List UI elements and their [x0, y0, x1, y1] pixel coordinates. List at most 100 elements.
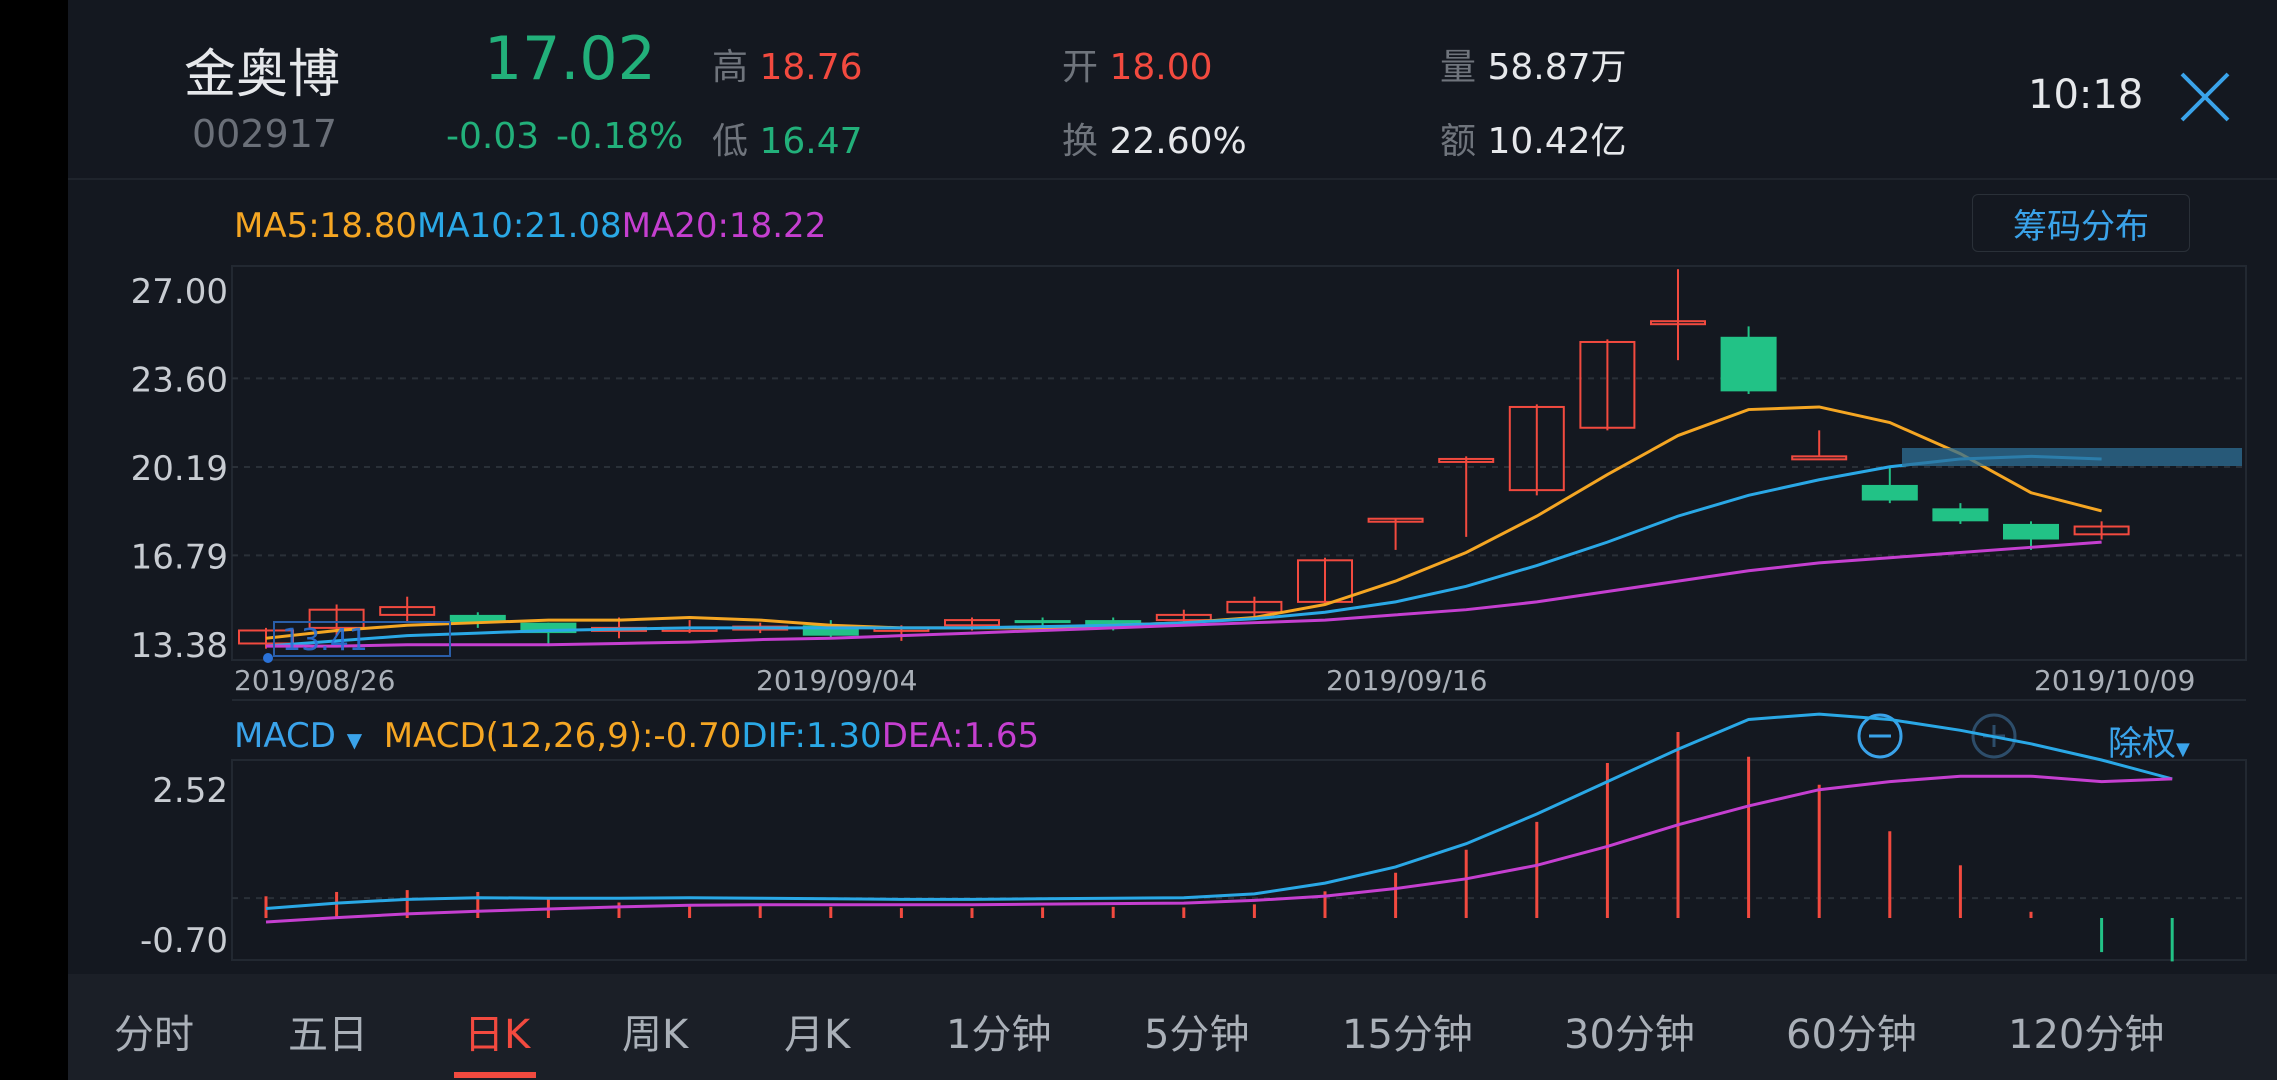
macd-plot-frame: [231, 759, 2247, 961]
amount-stat: 额 10.42亿: [1440, 112, 1627, 164]
zoom-out-button[interactable]: [1856, 712, 1904, 760]
amount-value: 10.42亿: [1487, 121, 1627, 162]
macd-y-tick-label: -0.70: [140, 921, 228, 961]
candle-body: [238, 629, 294, 645]
candle-body: [1720, 336, 1777, 392]
low-label: 低: [712, 121, 749, 162]
current-price-band: [1902, 448, 2242, 466]
candle-body: [1014, 620, 1071, 624]
tab-daily-k[interactable]: 日K: [464, 1012, 531, 1058]
kline-x-tick-label: 2019/10/09: [2034, 664, 2195, 697]
low-stat: 低 16.47: [712, 112, 863, 164]
volume-value: 58.87万: [1487, 47, 1627, 88]
candle-body: [1579, 340, 1636, 429]
close-button[interactable]: [2178, 70, 2232, 124]
indicator-selector-label: MACD: [234, 716, 336, 756]
candle-body: [1932, 508, 1989, 522]
tab-five-day[interactable]: 五日: [288, 1012, 368, 1058]
chip-distribution-button[interactable]: 筹码分布: [1972, 194, 2190, 252]
price-change: -0.03: [446, 116, 540, 157]
candle: [520, 622, 577, 647]
candle-body: [1650, 320, 1706, 326]
candle: [1367, 517, 1424, 550]
open-value: 18.00: [1109, 47, 1213, 88]
candle-body: [379, 606, 436, 616]
candle-body: [1297, 559, 1353, 603]
tab-fenshi[interactable]: 分时: [114, 1012, 194, 1058]
header-divider: [68, 178, 2277, 180]
tab-monthly-k[interactable]: 月K: [784, 1012, 851, 1058]
candle: [1438, 456, 1495, 537]
candle-body: [1155, 613, 1212, 622]
amount-label: 额: [1440, 121, 1477, 162]
candle: [2003, 521, 2059, 550]
candle: [1297, 557, 1353, 605]
candle: [1155, 609, 1212, 623]
ma5-line: [265, 405, 2102, 640]
stock-code: 002917: [192, 112, 338, 156]
candle: [379, 596, 436, 623]
ma20-legend: MA20:18.22: [621, 206, 827, 246]
low-marker-dot: [263, 653, 273, 663]
close-icon: [2180, 72, 2230, 122]
candle: [2073, 521, 2130, 540]
active-tab-indicator: [454, 1072, 536, 1078]
tab-30min[interactable]: 30分钟: [1564, 1012, 1695, 1058]
ma10-line: [265, 454, 2102, 648]
candle-body: [1085, 620, 1142, 626]
candle: [1932, 503, 1989, 524]
kline-app: 金奥博 002917 17.02 -0.03 -0.18% 高 18.76 低 …: [68, 0, 2277, 1080]
kline-plot-frame: [231, 265, 2247, 661]
turnover-value: 22.60%: [1109, 121, 1247, 162]
candle: [1791, 430, 1848, 461]
kline-y-tick-label: 23.60: [131, 360, 228, 400]
dea-value: DEA:1.65: [881, 716, 1040, 756]
candle-body: [2073, 525, 2130, 536]
tab-60min[interactable]: 60分钟: [1786, 1012, 1917, 1058]
open-stat: 开 18.00: [1062, 38, 1213, 90]
tab-15min[interactable]: 15分钟: [1342, 1012, 1473, 1058]
tab-1min[interactable]: 1分钟: [946, 1012, 1052, 1058]
current-price: 17.02: [484, 24, 656, 94]
caret-down-icon: ▼: [2176, 739, 2190, 760]
zoom-out-icon: [1857, 713, 1903, 759]
candle-body: [944, 619, 1000, 627]
kline-y-tick-label: 13.38: [131, 626, 228, 666]
kline-y-tick-label: 16.79: [131, 537, 228, 577]
tab-weekly-k[interactable]: 周K: [622, 1012, 689, 1058]
volume-label: 量: [1440, 47, 1477, 88]
candle-body: [802, 625, 859, 636]
period-tabbar: 分时 五日 日K 周K 月K 1分钟 5分钟 15分钟 30分钟 60分钟 12…: [68, 974, 2277, 1080]
candle-body: [1791, 455, 1848, 461]
candle-body: [1438, 457, 1495, 463]
price-change-pct: -0.18%: [556, 116, 684, 157]
candle-body: [1226, 600, 1283, 614]
candle-body: [1367, 517, 1424, 523]
candle: [1720, 326, 1777, 394]
kline-y-tick-label: 27.00: [131, 272, 228, 312]
low-value: 16.47: [759, 121, 863, 162]
macd-legend: MACD ▼ MACD(12,26,9):-0.70DIF:1.30DEA:1.…: [234, 716, 1039, 756]
indicator-selector[interactable]: MACD ▼: [234, 716, 362, 756]
low-marker-label: 13.41: [282, 623, 368, 658]
candle-body: [2003, 523, 2059, 540]
tab-5min[interactable]: 5分钟: [1144, 1012, 1250, 1058]
kline-x-tick-label: 2019/09/16: [1326, 664, 1487, 697]
high-value: 18.76: [759, 47, 863, 88]
macd-value: MACD(12,26,9):-0.70: [383, 716, 742, 756]
candle: [1579, 339, 1636, 431]
kline-chart[interactable]: 13.41 27.00 23.60 20.19 16.79 13.382019/08/2…: [68, 0, 2277, 974]
tab-120min[interactable]: 120分钟: [2008, 1012, 2165, 1058]
high-label: 高: [712, 47, 749, 88]
turnover-label: 换: [1062, 121, 1099, 162]
adjust-label: 除权: [2108, 724, 2176, 764]
turnover-stat: 换 22.60%: [1062, 112, 1247, 164]
kline-x-tick-label: 2019/09/04: [756, 664, 917, 697]
caret-down-icon: ▼: [346, 728, 363, 752]
ma5-legend: MA5:18.80: [234, 206, 418, 246]
ma20-line: [266, 540, 2102, 648]
candle: [449, 612, 506, 628]
clock-time: 10:18: [2028, 72, 2144, 118]
adjust-selector[interactable]: 除权▼: [2108, 716, 2190, 765]
dif-line: [265, 712, 2173, 910]
